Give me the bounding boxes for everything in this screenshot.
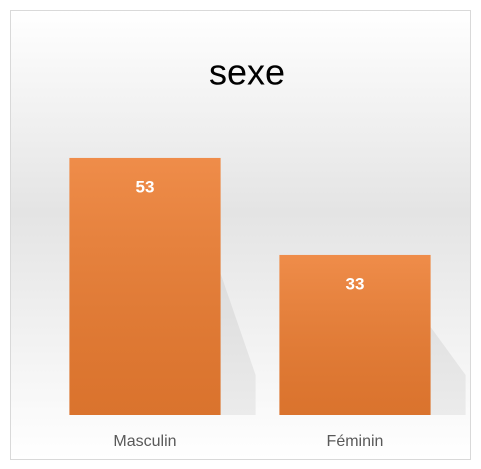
- bar-shade: [279, 254, 431, 415]
- bar-shadow: [220, 273, 256, 415]
- x-tick-label: Féminin: [327, 433, 384, 450]
- bar-shade: [69, 157, 221, 415]
- x-tick-label: Masculin: [113, 433, 176, 450]
- bar-shadow: [430, 326, 466, 415]
- chart-title: sexe: [209, 52, 285, 93]
- data-label: 53: [136, 177, 155, 196]
- data-label: 33: [346, 274, 365, 293]
